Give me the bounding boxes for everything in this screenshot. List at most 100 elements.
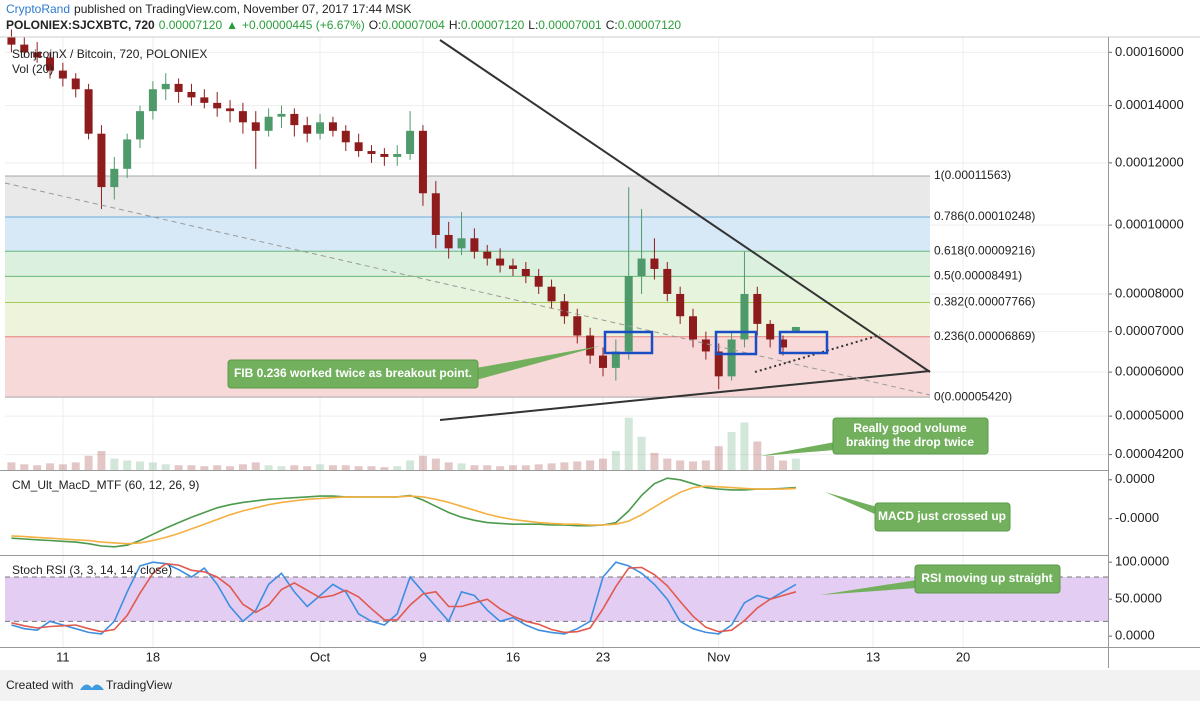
volume-bar <box>71 462 80 470</box>
symbol: POLONIEX:SJCXBTC, 720 <box>6 18 155 32</box>
pane-title: CM_Ult_MacD_MTF (60, 12, 26, 9) <box>12 478 199 492</box>
candle-body <box>213 102 222 109</box>
candle-body <box>97 133 106 188</box>
volume-bar <box>714 446 723 470</box>
y-tick-label: 0.00007000 <box>1115 323 1184 338</box>
callout <box>914 564 1061 594</box>
volume-bar <box>303 466 312 470</box>
candle-body <box>418 130 427 194</box>
candle-body <box>727 339 736 377</box>
candle-body <box>740 293 749 340</box>
close: 0.00007120 <box>618 18 682 32</box>
candle-body <box>380 153 389 157</box>
y-tick-label: 50.0000 <box>1115 591 1162 606</box>
series-line <box>11 562 797 634</box>
volume-bar <box>136 461 145 470</box>
candle-body <box>624 276 633 352</box>
volume-bar <box>689 461 698 470</box>
volume-bar <box>20 464 29 470</box>
volume-bar <box>110 458 119 470</box>
low-label: L: <box>528 18 538 32</box>
volume-bar <box>46 463 55 470</box>
footer-brand[interactable]: TradingView <box>106 678 172 692</box>
candle-body <box>470 238 479 252</box>
trend-line <box>439 370 931 421</box>
volume-bar <box>598 458 607 470</box>
volume-bar <box>328 465 337 470</box>
header-line: POLONIEX:SJCXBTC, 720 0.00007120 ▲ +0.00000… <box>6 18 681 32</box>
y-tick-label: 0.0000 <box>1115 628 1155 643</box>
candle-body <box>367 151 376 154</box>
callout-arrow <box>825 492 877 515</box>
volume-bar <box>521 465 530 470</box>
volume-bar <box>251 462 260 470</box>
change-arrow: ▲ <box>226 18 238 32</box>
volume-bar <box>200 466 209 470</box>
series-line <box>11 485 796 545</box>
volume-bar <box>534 464 543 470</box>
fib-label: 0.382(0.00007766) <box>934 295 1035 309</box>
callout-text: Really good volume <box>853 421 967 435</box>
last-price: 0.00007120 <box>159 18 223 32</box>
logo <box>80 684 104 690</box>
high-label: H: <box>449 18 461 32</box>
volume-bar <box>547 463 556 470</box>
volume-bar <box>624 417 633 470</box>
author[interactable]: CryptoRand <box>6 2 70 16</box>
candle-body <box>84 89 93 134</box>
candle-body <box>316 122 325 134</box>
fib-label: 0.236(0.00006869) <box>934 329 1035 343</box>
candle-body <box>33 52 42 58</box>
volume-bar <box>341 465 350 470</box>
candle-body <box>586 335 595 356</box>
x-tick-label: 18 <box>146 649 160 664</box>
x-tick-label: Nov <box>707 649 731 664</box>
candle-body <box>431 193 440 235</box>
volume-bar <box>431 458 440 470</box>
callout <box>832 417 989 455</box>
high: 0.00007120 <box>461 18 525 32</box>
y-tick-label: 0.00006000 <box>1115 364 1184 379</box>
low: 0.00007001 <box>538 18 602 32</box>
candle-body <box>496 258 505 266</box>
volume-bar <box>84 455 93 470</box>
volume-bar <box>663 458 672 470</box>
callout-arrow <box>820 580 917 595</box>
volume-bar <box>58 464 67 470</box>
candle-body <box>560 301 569 317</box>
candle-body <box>663 268 672 294</box>
fib-label: 0.618(0.00009216) <box>934 243 1035 257</box>
candle-body <box>753 293 762 324</box>
candle-body <box>508 265 517 269</box>
candle-body <box>637 258 646 277</box>
fib-band <box>5 217 930 252</box>
candle-body <box>611 351 620 368</box>
candle-body <box>110 168 119 188</box>
volume-bar <box>508 465 517 470</box>
candle-body <box>766 323 775 340</box>
volume-bar <box>33 465 42 470</box>
candle-body <box>689 316 698 340</box>
callout <box>227 359 479 389</box>
volume-bar <box>676 460 685 470</box>
volume-bar <box>740 422 749 470</box>
candle-body <box>264 116 273 131</box>
candle-body <box>521 268 530 277</box>
candle-body <box>393 153 402 157</box>
candle-body <box>483 251 492 259</box>
y-tick-label: 0.0000 <box>1115 471 1155 486</box>
published: published on TradingView.com, November 0… <box>74 2 411 16</box>
y-tick-label: 0.00012000 <box>1115 154 1184 169</box>
callout-arrow <box>760 442 835 456</box>
candle-body <box>328 122 337 131</box>
volume-bar <box>586 460 595 470</box>
callout-arrow <box>476 346 600 380</box>
volume-bar <box>354 466 363 470</box>
candle-body <box>20 44 29 53</box>
volume-bar <box>290 465 299 470</box>
pane-title: StorjcoinX / Bitcoin, 720, POLONIEX <box>12 47 207 61</box>
callout-text: FIB 0.236 worked twice as breakout point… <box>234 366 472 380</box>
volume-bar <box>560 462 569 470</box>
volume-title: Vol (20) <box>12 62 53 76</box>
